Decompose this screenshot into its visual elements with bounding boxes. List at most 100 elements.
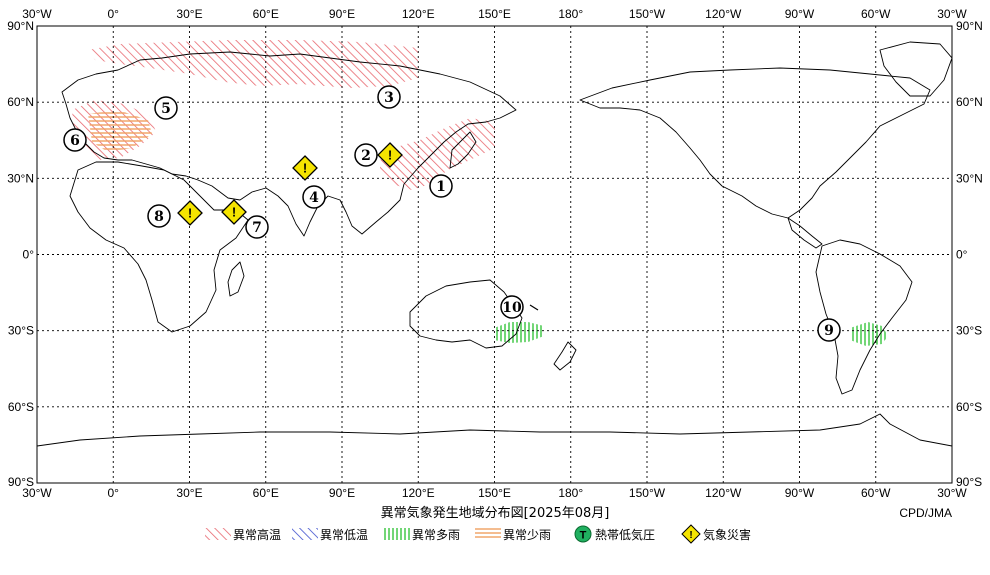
coast-north-america (579, 67, 931, 219)
marker-10-leader (529, 304, 539, 311)
event-marker-label: 6 (70, 133, 80, 149)
event-marker-circle (354, 143, 378, 167)
event-marker-circle (500, 295, 524, 319)
event-marker-1[interactable]: 1 (429, 174, 453, 198)
longitude-labels-bottom: 30°W 0° 30°E 60°E 90°E 120°E 150°E 180° 150°W 120… (22, 486, 967, 500)
legend-cyclone-icon (574, 525, 592, 543)
event-marker-5[interactable]: 5 (154, 96, 178, 120)
event-marker-label: 3 (384, 90, 394, 106)
lon-label-top: 180° (558, 7, 583, 21)
lat-label-left: 0° (23, 248, 35, 262)
event-marker-circle (377, 85, 401, 109)
legend-label-disaster: 気象災害 (703, 527, 751, 542)
lon-label-top: 30°W (937, 7, 967, 21)
wet-region-south-america (850, 322, 888, 346)
event-marker-2[interactable]: 2 (354, 143, 378, 167)
legend-swatch-dry (475, 528, 501, 540)
legend-disaster-symbol: ! (689, 530, 692, 541)
lon-label-top: 90°E (329, 7, 355, 21)
event-marker-4[interactable]: 4 (302, 185, 326, 209)
coast-madagascar (227, 261, 245, 297)
coast-eurasia (61, 51, 517, 237)
legend-swatch-wet (384, 528, 410, 540)
event-marker-label: 1 (436, 179, 446, 195)
event-marker-7[interactable]: 7 (245, 215, 269, 239)
legend-label-heat: 異常高温 (233, 527, 281, 542)
coast-japan (449, 131, 477, 169)
lat-label-right: 90°S (956, 475, 982, 489)
legend-label-cold: 異常低温 (320, 528, 368, 542)
event-marker-circle (147, 204, 171, 228)
lon-label-bottom: 120°W (705, 486, 742, 500)
lon-label-top: 60°E (253, 7, 279, 21)
coast-south-america (815, 239, 913, 395)
lon-label-bottom: 150°W (629, 486, 666, 500)
event-marker-10[interactable]: 10 (500, 295, 524, 319)
event-marker-label: 8 (154, 209, 164, 225)
lon-label-bottom: 30°W (937, 486, 967, 500)
legend-label-cyclone: 熱帯低気圧 (595, 527, 655, 542)
disaster-symbol: ! (232, 205, 236, 220)
coast-antarctica (37, 413, 952, 447)
dry-region-europe (88, 110, 152, 152)
map-frame (36, 25, 953, 484)
longitude-labels-top: 30°W 0° 30°E 60°E 90°E 120°E 150°E 180° 150°W 120… (22, 7, 967, 21)
lon-label-bottom: 90°E (329, 486, 355, 500)
lat-lon-grid (37, 26, 952, 483)
event-marker-8[interactable]: 8 (147, 204, 171, 228)
disaster-diamond-icon (292, 155, 318, 181)
legend-item-dry: 異常少雨 (475, 528, 551, 542)
disaster-marker[interactable]: ! (377, 142, 403, 168)
lon-label-bottom: 30°E (176, 486, 202, 500)
event-marker-9[interactable]: 9 (817, 318, 841, 342)
disaster-diamond-icon (377, 142, 403, 168)
lon-label-bottom: 120°E (402, 486, 435, 500)
wet-region-east-australia (494, 322, 544, 343)
lon-label-top: 60°W (861, 7, 891, 21)
event-marker-label: 2 (361, 148, 371, 164)
lon-label-top: 30°E (176, 7, 202, 21)
event-marker-3[interactable]: 3 (377, 85, 401, 109)
event-marker-6[interactable]: 6 (63, 128, 87, 152)
map-credit: CPD/JMA (899, 506, 952, 520)
legend-item-disaster: ! 気象災害 (681, 524, 751, 544)
lon-label-bottom: 60°E (253, 486, 279, 500)
legend-label-dry: 異常少雨 (503, 528, 551, 542)
event-markers: 1 2 3 4 5 6 7 8 9 10 (63, 85, 841, 342)
coast-australia (409, 279, 523, 349)
coast-new-zealand (553, 341, 577, 371)
lat-label-right: 60°N (956, 95, 983, 109)
legend-swatch-cold (292, 528, 318, 540)
lon-label-top: 120°E (402, 7, 435, 21)
legend-item-wet: 異常多雨 (384, 528, 460, 542)
legend: 異常高温 異常低温 異常多雨 異常少雨 T 熱帯低気圧 ! 気象災害 (205, 524, 751, 544)
lon-label-top: 90°W (785, 7, 815, 21)
event-marker-label: 10 (502, 300, 522, 316)
event-marker-label: 9 (824, 323, 834, 339)
event-marker-circle (429, 174, 453, 198)
latitude-labels-left: 90°N 60°N 30°N 0° 30°S 60°S 90°S (7, 19, 34, 489)
lat-label-left: 60°S (8, 400, 34, 414)
coastlines (37, 41, 952, 447)
lon-label-bottom: 150°E (478, 486, 511, 500)
disaster-marker[interactable]: ! (221, 199, 247, 225)
disaster-marker[interactable]: ! (177, 200, 203, 226)
disaster-symbol: ! (188, 206, 192, 221)
lon-label-bottom: 30°W (22, 486, 52, 500)
disaster-symbol: ! (303, 161, 307, 176)
disaster-symbol: ! (388, 148, 392, 163)
event-marker-label: 7 (252, 220, 262, 236)
legend-cyclone-symbol: T (580, 530, 587, 542)
lat-label-right: 0° (956, 248, 968, 262)
lat-label-left: 90°N (7, 19, 34, 33)
event-marker-circle (63, 128, 87, 152)
lat-label-left: 90°S (8, 475, 34, 489)
map-title: 異常気象発生地域分布図[2025年08月] (381, 505, 610, 521)
legend-item-heat: 異常高温 (205, 527, 281, 542)
lon-label-top: 0° (108, 7, 120, 21)
disaster-marker[interactable]: ! (292, 155, 318, 181)
lat-label-right: 30°S (956, 324, 982, 338)
lon-label-top: 120°W (705, 7, 742, 21)
coast-greenland (879, 41, 952, 97)
